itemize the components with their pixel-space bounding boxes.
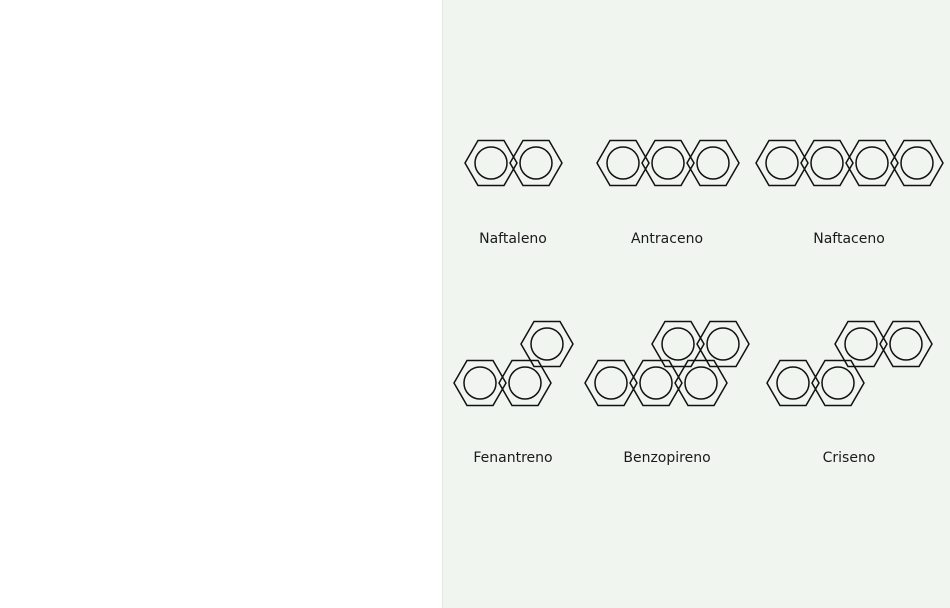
blank-left-area	[0, 0, 442, 608]
molecule-structures	[453, 139, 944, 407]
molecule-naftaleno-structure	[464, 139, 563, 187]
benzene-ring-2	[498, 359, 552, 407]
label-naftaceno: Naftaceno	[813, 231, 885, 247]
aromatic-circle-1	[776, 366, 810, 400]
label-naftaleno: Naftaleno	[479, 231, 547, 247]
aromatic-circle-1	[606, 146, 640, 180]
benzene-ring-1	[464, 139, 518, 187]
benzene-ring-3	[686, 139, 740, 187]
benzene-ring-3	[520, 320, 574, 368]
aromatic-circle-1	[463, 366, 497, 400]
aromatic-circle-3	[844, 327, 878, 361]
aromatic-circle-2	[821, 366, 855, 400]
benzene-ring-2	[811, 359, 865, 407]
benzene-ring-4	[890, 139, 944, 187]
label-fenantreno: Fenantreno	[473, 450, 553, 466]
benzene-ring-1	[596, 139, 650, 187]
benzene-ring-4	[879, 320, 933, 368]
aromatic-circle-4	[900, 146, 934, 180]
benzene-ring-3	[845, 139, 899, 187]
aromatic-circle-1	[594, 366, 628, 400]
benzene-ring-2	[629, 359, 683, 407]
label-criseno: Criseno	[822, 450, 876, 466]
benzene-ring-5	[696, 320, 750, 368]
molecule-benzopireno-structure	[584, 320, 750, 407]
benzene-ring-2	[641, 139, 695, 187]
benzene-ring-3	[834, 320, 888, 368]
aromatic-circle-1	[765, 146, 799, 180]
benzene-ring-2	[800, 139, 854, 187]
aromatic-circle-2	[651, 146, 685, 180]
aromatic-circle-3	[530, 327, 564, 361]
benzene-ring-2	[509, 139, 563, 187]
aromatic-circle-2	[810, 146, 844, 180]
benzene-ring-1	[766, 359, 820, 407]
aromatic-circle-2	[519, 146, 553, 180]
label-benzopireno: Benzopireno	[623, 450, 711, 466]
aromatic-circle-3	[855, 146, 889, 180]
benzene-ring-4	[651, 320, 705, 368]
molecule-criseno-structure	[766, 320, 933, 407]
molecule-panel: Naftaleno Antraceno Naftaceno Fenantreno…	[442, 0, 950, 608]
aromatic-circle-3	[684, 366, 718, 400]
benzene-ring-1	[453, 359, 507, 407]
benzene-ring-3	[674, 359, 728, 407]
aromatic-circle-1	[474, 146, 508, 180]
aromatic-circle-4	[889, 327, 923, 361]
aromatic-circle-4	[661, 327, 695, 361]
molecule-naftaceno-structure	[755, 139, 944, 187]
molecule-fenantreno-structure	[453, 320, 574, 407]
aromatic-circle-2	[639, 366, 673, 400]
molecule-antraceno-structure	[596, 139, 740, 187]
benzene-ring-1	[755, 139, 809, 187]
aromatic-circle-2	[508, 366, 542, 400]
benzene-ring-1	[584, 359, 638, 407]
aromatic-circle-3	[696, 146, 730, 180]
aromatic-circle-5	[706, 327, 740, 361]
label-antraceno: Antraceno	[630, 231, 704, 247]
